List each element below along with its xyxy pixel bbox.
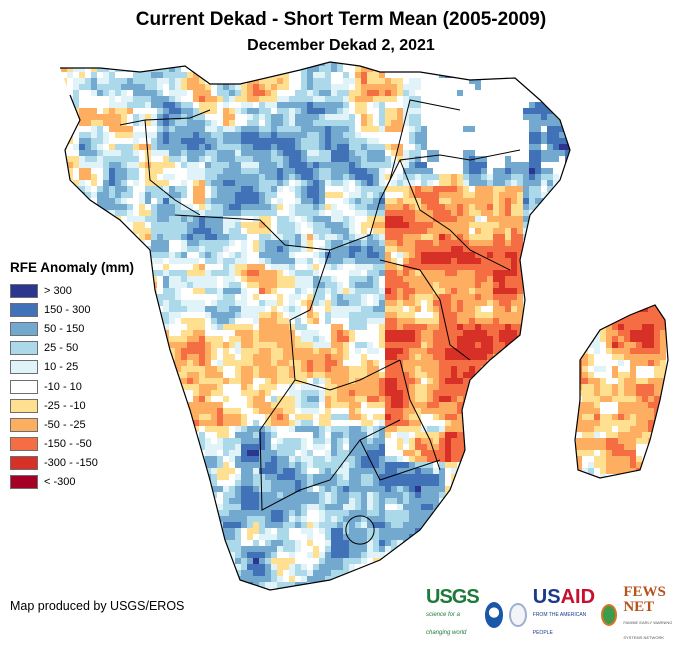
usaid-logo-us: US <box>532 586 561 608</box>
legend-swatch <box>10 379 38 394</box>
usaid-logo: USAID FROM THE AMERICAN PEOPLE <box>532 586 596 642</box>
legend-item: 10 - 25 <box>10 358 134 377</box>
map-title: Current Dekad - Short Term Mean (2005-20… <box>135 9 547 30</box>
legend-item: > 300 <box>10 281 134 300</box>
fews-net-tagline: FAMINE EARLY WARNING SYSTEMS NETWORK <box>623 620 673 640</box>
country-borders <box>119 99 521 545</box>
legend-swatch <box>10 417 38 432</box>
legend-item: -25 - -10 <box>10 396 134 415</box>
legend-label: 50 - 150 <box>44 322 85 335</box>
legend-label: 10 - 25 <box>44 361 79 374</box>
legend-item: 25 - 50 <box>10 339 134 358</box>
noaa-logo-icon <box>484 602 504 628</box>
legend-swatch <box>10 398 38 413</box>
legend-swatch <box>10 437 38 452</box>
legend-swatch <box>10 360 38 375</box>
credit-text: Map produced by USGS/EROS <box>10 599 185 613</box>
usaid-logo-aid: AID <box>560 586 596 608</box>
legend-item: -50 - -25 <box>10 415 134 434</box>
usaid-seal-icon <box>509 603 527 627</box>
logo-strip: USGS science for a changing world USAID … <box>426 585 682 645</box>
legend-item: -150 - -50 <box>10 435 134 454</box>
legend-label: -300 - -150 <box>44 457 98 470</box>
usgs-tagline: science for a changing world <box>426 612 467 636</box>
legend: RFE Anomaly (mm) > 300 150 - 300 50 - 150 2… <box>10 260 134 492</box>
usaid-tagline: FROM THE AMERICAN PEOPLE <box>532 612 587 636</box>
africa-coastline <box>60 61 571 591</box>
legend-swatch <box>10 302 38 317</box>
legend-label: 150 - 300 <box>44 303 91 316</box>
legend-label: -150 - -50 <box>44 438 92 451</box>
legend-swatch <box>10 341 38 356</box>
legend-label: -10 - 10 <box>44 380 82 393</box>
legend-label: 25 - 50 <box>44 342 79 355</box>
map-subtitle: December Dekad 2, 2021 <box>247 37 435 54</box>
legend-item: < -300 <box>10 473 134 492</box>
fews-globe-icon <box>601 604 618 626</box>
legend-label: < -300 <box>44 476 76 489</box>
madagascar-raster <box>575 305 668 478</box>
legend-item: 150 - 300 <box>10 300 134 319</box>
rainfall-anomaly-map <box>60 61 669 591</box>
legend-item: -10 - 10 <box>10 377 134 396</box>
legend-item: 50 - 150 <box>10 319 134 338</box>
legend-swatch <box>10 283 38 298</box>
legend-label: > 300 <box>44 284 72 297</box>
fews-net-logo: FEWS NET FAMINE EARLY WARNING SYSTEMS NE… <box>623 585 682 645</box>
fews-net-logo-text: FEWS NET <box>623 584 666 615</box>
usgs-logo-text: USGS <box>426 586 480 608</box>
legend-title: RFE Anomaly (mm) <box>10 260 135 275</box>
legend-swatch <box>10 321 38 336</box>
legend-swatch <box>10 456 38 471</box>
legend-swatch <box>10 475 38 490</box>
usgs-logo: USGS science for a changing world <box>426 586 480 642</box>
legend-label: -25 - -10 <box>44 399 86 412</box>
legend-item: -300 - -150 <box>10 454 134 473</box>
madagascar-coastline <box>574 304 669 479</box>
legend-label: -50 - -25 <box>44 418 86 431</box>
